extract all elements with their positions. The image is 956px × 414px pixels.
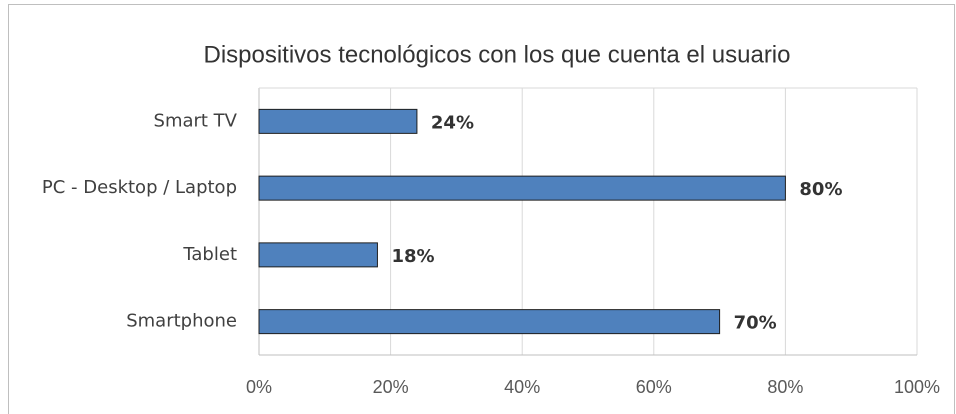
bar [258,175,786,201]
y-tick-label: Tablet [182,244,237,265]
y-tick-label: Smart TV [154,110,238,131]
x-tick-label: 80% [767,377,803,397]
x-tick-label: 100% [894,377,940,397]
data-label: 18% [391,246,434,267]
x-tick-label: 60% [636,377,672,397]
data-label: 24% [431,112,474,133]
bar [258,108,418,134]
chart-frame [8,4,955,414]
data-label: 70% [734,313,777,334]
data-label: 80% [799,179,842,200]
x-tick-label: 20% [373,377,409,397]
x-tick-label: 0% [246,377,272,397]
y-tick-label: Smartphone [126,311,237,332]
bar [258,242,378,268]
chart-title: Dispositivos tecnológicos con los que cu… [203,41,790,68]
y-tick-label: PC - Desktop / Laptop [42,177,237,198]
x-tick-label: 40% [504,377,540,397]
bar [258,309,721,335]
